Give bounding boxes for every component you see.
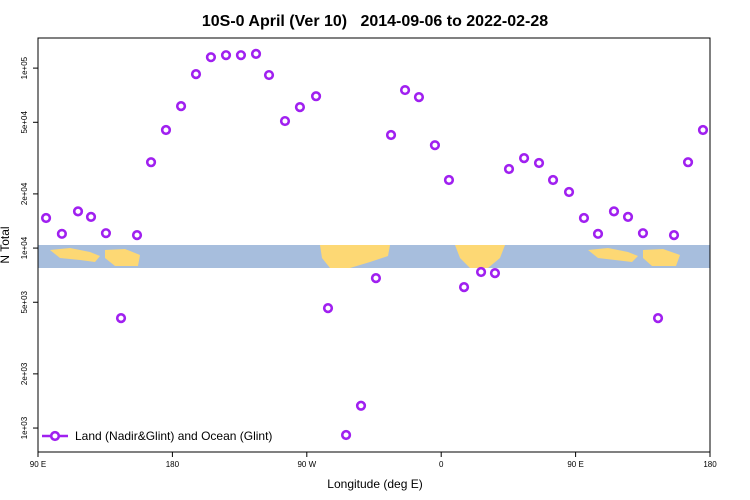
legend-marker bbox=[49, 430, 61, 442]
point bbox=[40, 212, 52, 224]
point bbox=[668, 230, 680, 241]
x-tick-label: 90 E bbox=[30, 460, 46, 469]
point bbox=[294, 102, 306, 113]
point bbox=[503, 163, 515, 175]
point bbox=[56, 228, 67, 239]
y-tick-label: 2e+04 bbox=[20, 182, 29, 205]
y-tick-label: 1e+04 bbox=[20, 236, 29, 259]
legend-label: Land (Nadir&Glint) and Ocean (Glint) bbox=[75, 429, 272, 443]
point bbox=[547, 174, 559, 186]
point bbox=[697, 124, 709, 136]
point bbox=[413, 92, 425, 103]
x-tick-label: 180 bbox=[703, 460, 717, 469]
y-tick-label: 2e+03 bbox=[20, 362, 29, 385]
x-tick-label: 90 W bbox=[297, 460, 316, 469]
point bbox=[310, 91, 322, 102]
point bbox=[637, 228, 649, 239]
point bbox=[115, 313, 127, 324]
point bbox=[533, 157, 545, 169]
point bbox=[578, 212, 590, 224]
point bbox=[682, 157, 694, 168]
point bbox=[190, 69, 202, 80]
point bbox=[399, 84, 411, 96]
point bbox=[489, 268, 501, 279]
point bbox=[429, 140, 441, 151]
plot-frame bbox=[37, 37, 711, 453]
chart-title: 10S-0 April (Ver 10) 2014-09-06 to 2022-… bbox=[202, 13, 548, 30]
y-tick-label: 5e+04 bbox=[20, 111, 29, 134]
point bbox=[85, 211, 97, 223]
point bbox=[100, 228, 112, 239]
y-tick-label: 1e+03 bbox=[20, 416, 29, 439]
point bbox=[263, 69, 275, 81]
x-tick-label: 180 bbox=[166, 460, 180, 469]
point bbox=[622, 211, 634, 223]
y-tick-label: 1e+05 bbox=[20, 56, 29, 79]
point bbox=[235, 50, 247, 61]
point bbox=[355, 400, 367, 411]
point bbox=[322, 302, 334, 314]
point bbox=[608, 206, 620, 217]
point bbox=[131, 230, 143, 241]
point bbox=[518, 153, 530, 164]
x-tick-label: 90 E bbox=[567, 460, 583, 469]
point bbox=[370, 273, 382, 284]
point bbox=[72, 206, 84, 217]
y-tick-label: 5e+03 bbox=[20, 290, 29, 313]
x-axis-label: Longitude (deg E) bbox=[327, 477, 422, 491]
point bbox=[652, 313, 664, 324]
x-tick-label: 0 bbox=[439, 460, 444, 469]
map-band bbox=[38, 245, 710, 268]
point bbox=[592, 228, 604, 239]
point bbox=[563, 186, 575, 198]
point bbox=[220, 50, 232, 61]
point bbox=[458, 281, 470, 293]
y-axis-label: N Total bbox=[0, 226, 12, 263]
point bbox=[160, 124, 172, 136]
point bbox=[443, 174, 455, 186]
point bbox=[340, 429, 352, 441]
point bbox=[175, 101, 187, 112]
point bbox=[145, 157, 157, 168]
point bbox=[385, 129, 397, 141]
point bbox=[205, 52, 217, 63]
point bbox=[475, 266, 487, 278]
point bbox=[250, 48, 262, 59]
point bbox=[279, 115, 291, 127]
